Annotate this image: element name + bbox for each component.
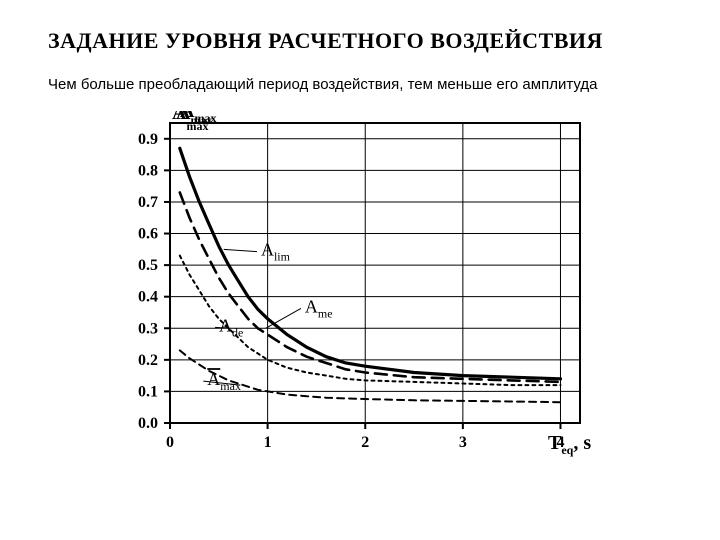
page-subtitle: Чем больше преобладающий период воздейст… [48,76,672,93]
y-tick-label: 0.5 [138,257,158,274]
x-tick-label: 2 [361,434,369,451]
y-tick-label: 0.4 [138,289,158,306]
x-axis-title-label: Teq, s [548,432,591,457]
y-tick-label: 0.2 [138,352,158,369]
x-tick-label: 0 [166,434,174,451]
y-tick-label: 0.0 [138,415,158,432]
y-tick-label: 0.8 [138,162,158,179]
y-tick-label: 0.7 [138,194,158,211]
chart-container: 012340.00.10.20.30.40.50.60.70.80.9AmaxA… [108,111,628,481]
x-tick-label: 3 [459,434,467,451]
y-tick-label: 0.3 [138,320,158,337]
chart-svg: 012340.00.10.20.30.40.50.60.70.80.9AmaxA… [108,111,628,481]
page-title: ЗАДАНИЕ УРОВНЯ РАСЧЕТНОГО ВОЗДЕЙСТВИЯ [48,28,672,54]
y-tick-label: 0.1 [138,383,158,400]
y-tick-label: 0.9 [138,131,158,148]
x-tick-label: 1 [264,434,272,451]
y-tick-label: 0.6 [138,226,158,243]
